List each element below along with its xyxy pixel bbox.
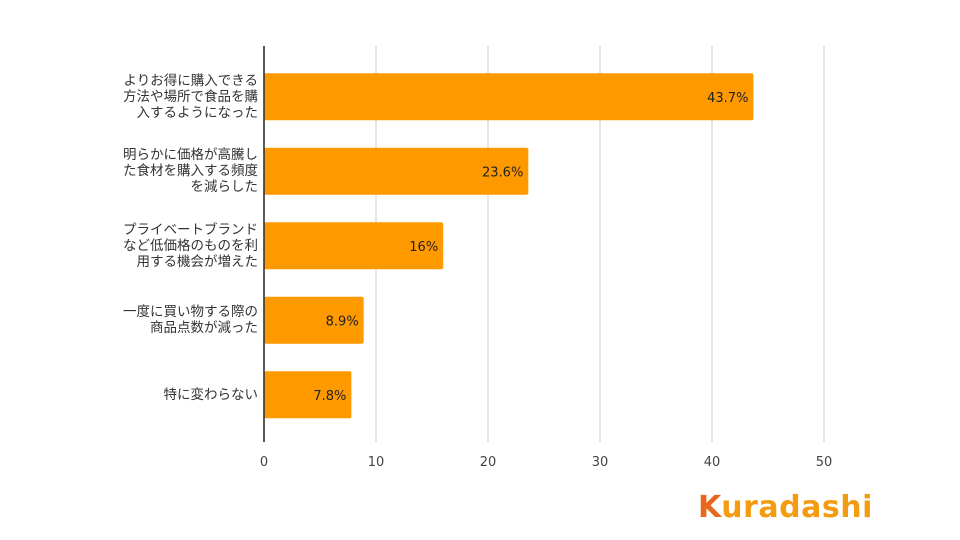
category-label: 特に変わらない <box>163 386 259 403</box>
category-label: 一度に買い物する際の商品点数が減った <box>123 304 258 337</box>
x-tick-label: 50 <box>816 455 833 470</box>
bar <box>264 222 444 270</box>
bar <box>264 296 364 344</box>
x-tick-label: 0 <box>260 455 268 470</box>
bar-value-label: 16% <box>409 240 438 255</box>
bar-value-label: 23.6% <box>482 165 523 180</box>
bar <box>264 73 754 121</box>
category-label: よりお得に購入できる方法や場所で食品を購入するようになった <box>123 72 258 121</box>
bar <box>264 371 352 419</box>
x-tick-label: 20 <box>480 455 497 470</box>
x-tick-label: 10 <box>368 455 385 470</box>
bar <box>264 147 529 195</box>
logo-wordmark: uradashi <box>721 490 873 525</box>
category-label: 明らかに価格が高騰した食材を購入する頻度を減らした <box>123 147 258 196</box>
bar-value-label: 7.8% <box>313 389 346 404</box>
bar-value-label: 8.9% <box>326 314 359 329</box>
logo-k-mark: K <box>698 490 722 525</box>
x-tick-label: 30 <box>592 455 609 470</box>
kuradashi-logo: Kuradashi <box>698 488 873 528</box>
category-label: プライベートブランドなど低価格のものを利用する機会が増えた <box>123 221 258 270</box>
x-tick-label: 40 <box>704 455 721 470</box>
bar-value-label: 43.7% <box>707 91 748 106</box>
